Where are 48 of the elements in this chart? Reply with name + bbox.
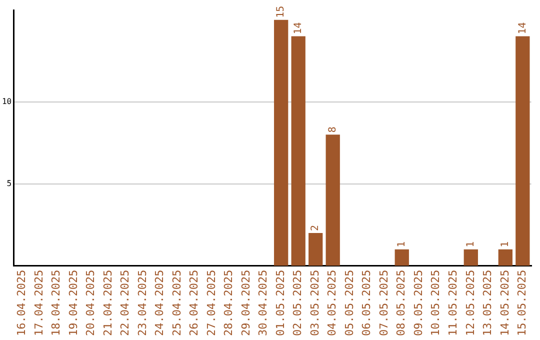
x-tick-label: 01.05.2025 (274, 270, 287, 336)
x-tick-label: 20.04.2025 (84, 270, 98, 336)
x-tick-label: 14.05.2025 (498, 270, 512, 336)
x-tick-label: 12.05.2025 (464, 270, 477, 336)
data-label: 15 (276, 6, 287, 18)
x-tick-label: 08.05.2025 (394, 270, 408, 336)
x-tick-label: 06.05.2025 (360, 270, 374, 336)
x-tick-label: 11.05.2025 (446, 270, 460, 336)
x-tick-label: 13.05.2025 (481, 270, 494, 336)
x-tick-label: 29.04.2025 (239, 270, 252, 336)
x-tick-label: 25.04.2025 (170, 270, 184, 336)
x-tick-label: 18.04.2025 (50, 270, 63, 336)
data-label: 14 (517, 22, 528, 34)
data-label: 2 (310, 224, 322, 231)
x-tick-label: 07.05.2025 (377, 270, 390, 336)
x-tick-label: 09.05.2025 (412, 270, 425, 336)
x-tick-label: 23.04.2025 (136, 270, 149, 336)
x-tick-label: 30.04.2025 (256, 270, 270, 336)
bar (308, 232, 323, 266)
x-tick-label: 19.04.2025 (66, 270, 80, 336)
data-label: 1 (500, 241, 512, 248)
x-tick-label: 27.04.2025 (204, 270, 218, 336)
bar (274, 20, 288, 266)
x-tick-label: 26.04.2025 (188, 270, 201, 336)
x-tick-label: 22.04.2025 (118, 270, 132, 336)
x-tick-label: 15.05.2025 (516, 270, 529, 336)
data-label: 1 (396, 241, 408, 248)
x-tick-label: 04.05.2025 (326, 270, 339, 336)
x-tick-label: 24.04.2025 (153, 270, 166, 336)
x-tick-label: 28.04.2025 (222, 270, 236, 336)
bar (498, 249, 512, 266)
x-tick-label: 03.05.2025 (308, 270, 322, 336)
x-tick-label: 02.05.2025 (291, 270, 304, 336)
x-tick-label: 17.04.2025 (32, 270, 46, 336)
x-tick-label: 10.05.2025 (429, 270, 442, 336)
data-label: 1 (465, 241, 476, 248)
bar (291, 36, 306, 266)
bar (464, 249, 478, 266)
data-label: 14 (292, 22, 304, 34)
bar (326, 134, 340, 266)
x-tick-label: 05.05.2025 (342, 270, 356, 336)
x-tick-label: 21.04.2025 (101, 270, 114, 336)
bar (394, 249, 409, 266)
x-tick-label: 16.04.2025 (15, 270, 28, 336)
y-tick-label: 5 (6, 178, 12, 188)
y-tick-label: 10 (2, 96, 12, 106)
data-label: 8 (327, 126, 338, 133)
bar (516, 36, 530, 266)
